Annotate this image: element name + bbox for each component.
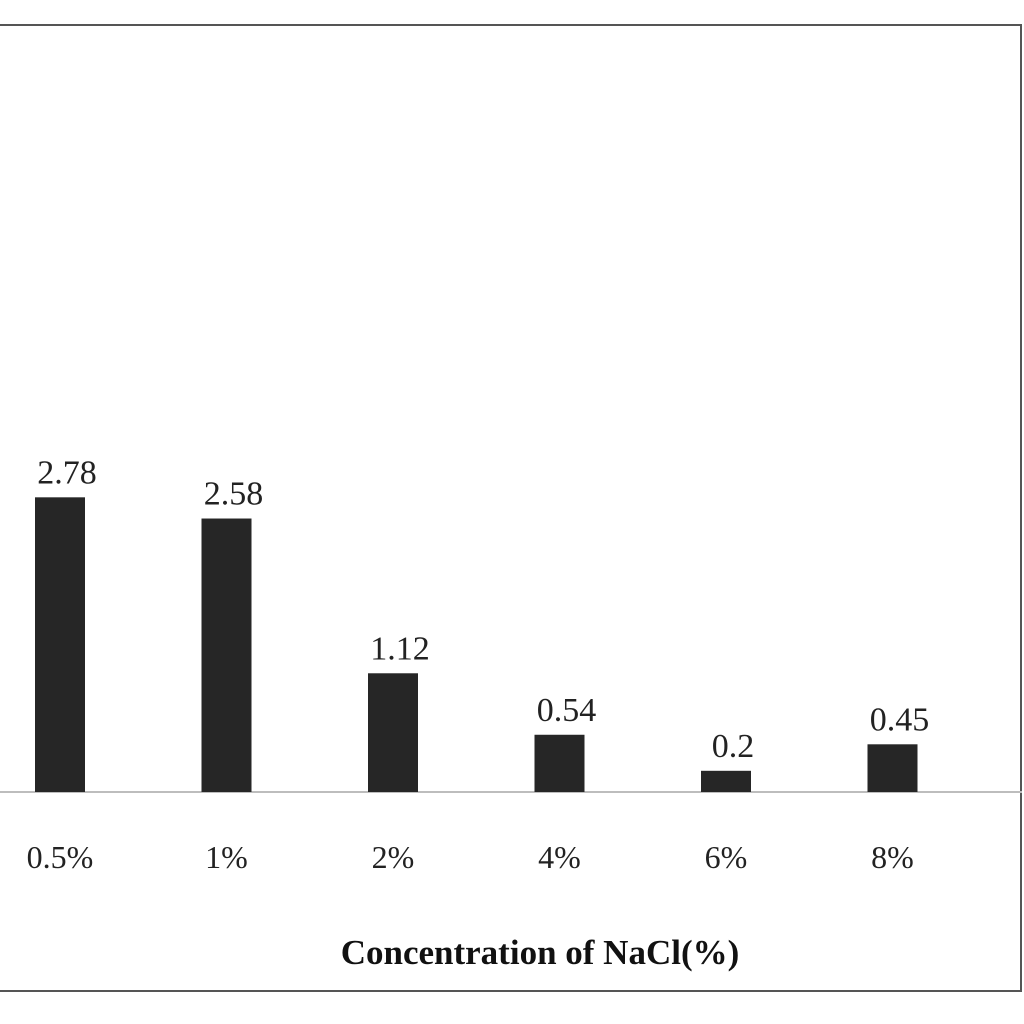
- bar-data-label: 0.54: [537, 692, 597, 729]
- x-tick-label: 4%: [538, 839, 581, 875]
- bar-data-label: 2.58: [204, 476, 264, 513]
- x-tick-label: 8%: [871, 839, 914, 875]
- bar-2%: [368, 673, 418, 792]
- x-axis-title: Concentration of NaCl(%): [341, 933, 740, 972]
- tick-labels-group: 0.5% 1% 2% 4% 6% 8%: [27, 839, 914, 875]
- bar-8%: [867, 744, 918, 792]
- bar-labels-group: 2.78 2.58 1.12 0.54 0.2 0.45: [37, 454, 929, 764]
- bar-4%: [534, 734, 585, 792]
- x-tick-label: 2%: [372, 839, 415, 875]
- bar-data-label: 0.2: [712, 728, 755, 765]
- bar-1%: [201, 518, 252, 792]
- x-tick-label: 0.5%: [27, 839, 94, 875]
- x-tick-label: 6%: [705, 839, 748, 875]
- bar-data-label: 0.45: [870, 701, 930, 738]
- bar-6%: [701, 770, 751, 792]
- bar-0.5%: [35, 497, 85, 792]
- chart-frame: [0, 24, 1022, 992]
- bar-data-label: 1.12: [370, 630, 430, 667]
- bars-group: [35, 497, 918, 792]
- bar-data-label: 2.78: [37, 454, 97, 491]
- x-tick-label: 1%: [205, 839, 248, 875]
